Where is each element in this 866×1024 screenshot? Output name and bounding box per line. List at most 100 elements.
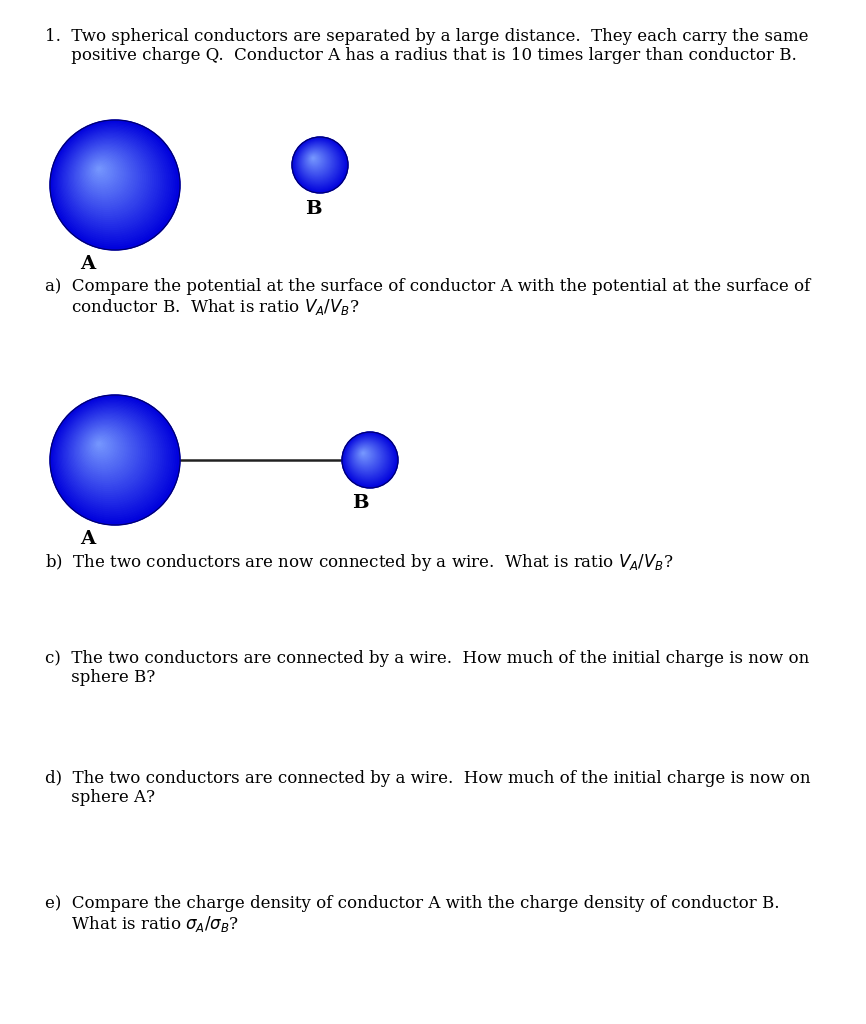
Circle shape xyxy=(92,162,111,181)
Circle shape xyxy=(352,441,382,472)
Circle shape xyxy=(72,417,144,488)
Circle shape xyxy=(72,142,144,213)
Circle shape xyxy=(344,433,396,485)
Circle shape xyxy=(345,434,394,483)
Circle shape xyxy=(94,439,107,452)
Circle shape xyxy=(95,165,105,175)
Text: B: B xyxy=(352,494,369,512)
Circle shape xyxy=(311,156,316,162)
Circle shape xyxy=(293,137,347,193)
Circle shape xyxy=(298,143,338,182)
Circle shape xyxy=(68,414,150,495)
Circle shape xyxy=(346,436,390,480)
Circle shape xyxy=(303,148,330,175)
Circle shape xyxy=(60,130,164,233)
Circle shape xyxy=(295,140,342,186)
Circle shape xyxy=(347,437,389,479)
Circle shape xyxy=(354,444,377,467)
Circle shape xyxy=(69,139,147,217)
Circle shape xyxy=(359,449,370,460)
Circle shape xyxy=(74,420,139,484)
Circle shape xyxy=(63,409,158,503)
Circle shape xyxy=(361,452,365,456)
Circle shape xyxy=(301,146,333,178)
Circle shape xyxy=(352,442,380,470)
Text: positive charge Q.  Conductor A has a radius that is 10 times larger than conduc: positive charge Q. Conductor A has a rad… xyxy=(45,47,797,63)
Text: sphere A?: sphere A? xyxy=(45,788,155,806)
Circle shape xyxy=(360,451,367,458)
Circle shape xyxy=(75,421,138,482)
Text: b)  The two conductors are now connected by a wire.  What is ratio $V_A/V_B$?: b) The two conductors are now connected … xyxy=(45,552,674,573)
Circle shape xyxy=(301,145,334,179)
Circle shape xyxy=(83,153,126,196)
Circle shape xyxy=(87,157,119,189)
Circle shape xyxy=(89,434,115,460)
Circle shape xyxy=(84,155,123,194)
Circle shape xyxy=(96,441,103,447)
Circle shape xyxy=(69,415,147,493)
Circle shape xyxy=(358,447,372,463)
Circle shape xyxy=(309,155,320,164)
Circle shape xyxy=(93,437,109,454)
Circle shape xyxy=(348,438,388,478)
Circle shape xyxy=(361,451,366,457)
Circle shape xyxy=(60,404,164,509)
Circle shape xyxy=(310,156,317,163)
Circle shape xyxy=(310,155,318,163)
Circle shape xyxy=(81,152,127,198)
Circle shape xyxy=(54,124,174,244)
Text: What is ratio $\sigma_A/\sigma_B$?: What is ratio $\sigma_A/\sigma_B$? xyxy=(45,913,239,934)
Circle shape xyxy=(312,157,315,161)
Text: A: A xyxy=(80,255,95,273)
Circle shape xyxy=(62,132,159,229)
Circle shape xyxy=(346,435,392,482)
Circle shape xyxy=(90,435,113,458)
Circle shape xyxy=(53,397,176,521)
Circle shape xyxy=(355,445,376,466)
Circle shape xyxy=(53,123,176,246)
Circle shape xyxy=(80,424,132,476)
Circle shape xyxy=(74,144,139,209)
Circle shape xyxy=(300,144,336,181)
Text: A: A xyxy=(80,530,95,548)
Text: e)  Compare the charge density of conductor A with the charge density of conduct: e) Compare the charge density of conduct… xyxy=(45,895,779,912)
Circle shape xyxy=(302,147,332,176)
Circle shape xyxy=(73,143,141,211)
Circle shape xyxy=(56,126,170,240)
Circle shape xyxy=(309,154,320,165)
Circle shape xyxy=(359,449,371,461)
Circle shape xyxy=(351,441,383,473)
Circle shape xyxy=(344,434,395,484)
Circle shape xyxy=(54,398,174,519)
Text: conductor B.  What is ratio $V_A/V_B$?: conductor B. What is ratio $V_A/V_B$? xyxy=(45,297,359,316)
Circle shape xyxy=(81,151,129,200)
Circle shape xyxy=(96,166,103,173)
Circle shape xyxy=(84,429,123,468)
Circle shape xyxy=(71,140,145,215)
Circle shape xyxy=(293,138,346,191)
Circle shape xyxy=(295,140,343,187)
Circle shape xyxy=(71,416,145,490)
Circle shape xyxy=(297,142,339,184)
Circle shape xyxy=(98,442,100,445)
Circle shape xyxy=(353,443,378,469)
Circle shape xyxy=(62,408,159,505)
Circle shape xyxy=(67,137,152,221)
Circle shape xyxy=(59,129,165,236)
Circle shape xyxy=(353,443,379,470)
Circle shape xyxy=(90,160,113,183)
Circle shape xyxy=(78,423,133,478)
Circle shape xyxy=(356,445,375,465)
Circle shape xyxy=(65,134,156,225)
Circle shape xyxy=(343,432,397,487)
Circle shape xyxy=(98,168,100,171)
Circle shape xyxy=(75,145,138,207)
Circle shape xyxy=(86,156,121,191)
Text: c)  The two conductors are connected by a wire.  How much of the initial charge : c) The two conductors are connected by a… xyxy=(45,650,809,667)
Circle shape xyxy=(362,452,365,455)
Circle shape xyxy=(66,136,153,223)
Circle shape xyxy=(292,137,348,193)
Circle shape xyxy=(78,148,133,204)
Circle shape xyxy=(81,425,129,474)
Circle shape xyxy=(81,427,127,472)
